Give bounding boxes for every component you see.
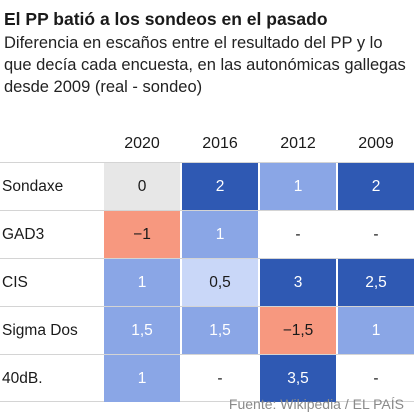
table-row: Sigma Dos 1,5 1,5 −1,5 1 <box>0 306 414 354</box>
table-cell: 3,5 <box>260 355 336 402</box>
row-label: Sondaxe <box>2 178 64 195</box>
table-row: GAD3 −1 1 - - <box>0 210 414 258</box>
table-cell: 2 <box>338 163 414 210</box>
row-label: GAD3 <box>2 226 45 243</box>
column-header-2016: 2016 <box>202 135 238 152</box>
row-label: 40dB. <box>2 370 43 387</box>
table-cell: 1,5 <box>104 307 180 354</box>
table-cell: 0,5 <box>182 259 258 306</box>
chart-subtitle: Diferencia en escaños entre el resultado… <box>4 34 406 96</box>
row-label: CIS <box>2 274 28 291</box>
table-cell: 0 <box>104 163 180 210</box>
table-row: 40dB. 1 - 3,5 - <box>0 354 414 402</box>
source-note: Fuente: Wikipedia / EL PAÍS <box>228 396 404 412</box>
table-row: Sondaxe 0 2 1 2 <box>0 162 414 210</box>
table-cell: −1,5 <box>260 307 336 354</box>
table-cell: - <box>373 370 379 387</box>
table-cell: 1 <box>182 211 258 258</box>
table-cell: 1 <box>104 259 180 306</box>
table-cell: - <box>373 226 379 243</box>
column-header-2009: 2009 <box>358 135 394 152</box>
table-cell: - <box>217 370 223 387</box>
row-label: Sigma Dos <box>2 322 78 339</box>
table-cell: 2,5 <box>338 259 414 306</box>
column-header-2020: 2020 <box>124 135 160 152</box>
column-header-2012: 2012 <box>280 135 316 152</box>
table-row: CIS 1 0,5 3 2,5 <box>0 258 414 306</box>
table-cell: 1 <box>260 163 336 210</box>
table-cell: - <box>295 226 301 243</box>
table-cell: 1 <box>338 307 414 354</box>
table-cell: 3 <box>260 259 336 306</box>
table-cell: 1 <box>104 355 180 402</box>
table-cell: −1 <box>104 211 180 258</box>
table-cell: 1,5 <box>182 307 258 354</box>
table-cell: 2 <box>182 163 258 210</box>
chart-title: El PP batió a los sondeos en el pasado <box>4 9 328 29</box>
